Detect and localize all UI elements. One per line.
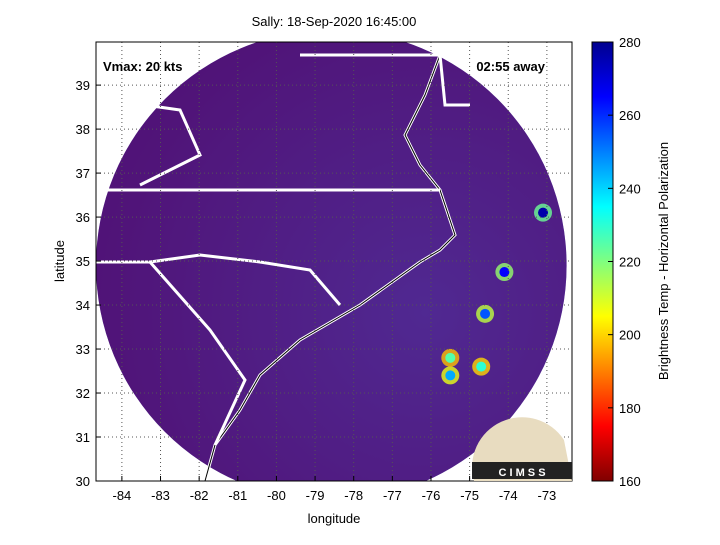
- storm-cell: [445, 370, 456, 381]
- border: [300, 53, 470, 107]
- x-tick-label: -78: [344, 488, 363, 503]
- y-tick-label: 30: [76, 474, 90, 489]
- border: [96, 253, 342, 306]
- storm-cell: [445, 352, 456, 363]
- logo-text: C I M S S: [498, 467, 545, 479]
- colorbar-tick-label: 220: [619, 255, 641, 270]
- y-tick-label: 39: [76, 78, 90, 93]
- x-axis-label: longitude: [308, 511, 361, 526]
- y-tick-label: 32: [76, 386, 90, 401]
- x-tick-label: -74: [499, 488, 518, 503]
- y-tick-label: 35: [76, 254, 90, 269]
- x-tick-label: -75: [460, 488, 479, 503]
- colorbar-tick-label: 200: [619, 328, 641, 343]
- border: [109, 98, 202, 187]
- plot-content: [96, 42, 567, 481]
- y-tick-label: 36: [76, 210, 90, 225]
- storm-cell: [499, 267, 510, 278]
- coastline-inner: [204, 54, 456, 481]
- colorbar-tick-label: 280: [619, 35, 641, 50]
- x-tick-label: -80: [267, 488, 286, 503]
- y-tick-label: 37: [76, 166, 90, 181]
- x-tick-label: -77: [383, 488, 402, 503]
- border: [148, 261, 247, 446]
- x-tick-label: -76: [422, 488, 441, 503]
- logo-band: [472, 462, 572, 479]
- storm-cell: [476, 361, 487, 372]
- colorbar-tick-label: 240: [619, 181, 641, 196]
- x-tick-label: -81: [228, 488, 247, 503]
- storm-cell: [538, 207, 549, 218]
- x-tick-label: -82: [190, 488, 209, 503]
- plot-frame: [95, 41, 573, 482]
- annotation: 02:55 away: [476, 59, 545, 74]
- colorbar-label: Brightness Temp - Horizontal Polarizatio…: [656, 142, 671, 380]
- y-tick-label: 31: [76, 430, 90, 445]
- storm-cell: [480, 308, 491, 319]
- x-tick-label: -84: [112, 488, 131, 503]
- logo: C I M S S: [472, 417, 572, 481]
- y-tick-label: 34: [76, 298, 90, 313]
- chart-title: Sally: 18-Sep-2020 16:45:00: [252, 14, 417, 29]
- colorbar-tick-label: 180: [619, 401, 641, 416]
- y-axis-label: latitude: [52, 240, 67, 282]
- y-tick-label: 33: [76, 342, 90, 357]
- colorbar-tick-label: 260: [619, 108, 641, 123]
- annotation: Vmax: 20 kts: [103, 59, 183, 74]
- x-tick-label: -73: [537, 488, 556, 503]
- x-tick-label: -83: [151, 488, 170, 503]
- x-tick-label: -79: [306, 488, 325, 503]
- colorbar-tick-label: 160: [619, 474, 641, 489]
- y-tick-label: 38: [76, 122, 90, 137]
